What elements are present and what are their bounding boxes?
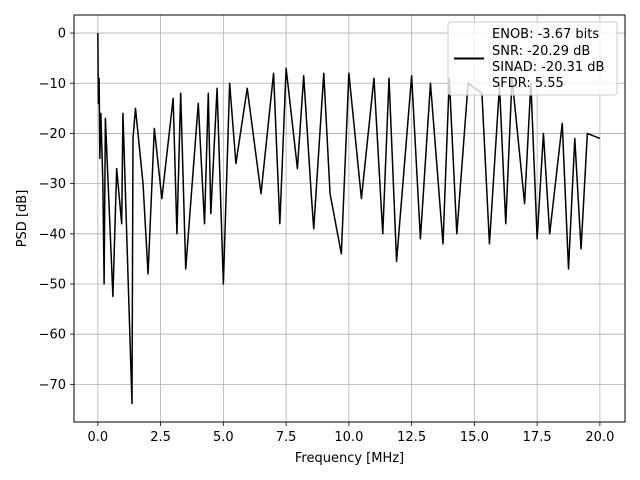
x-tick-label: 0.0 — [88, 430, 109, 445]
y-axis-label: PSD [dB] — [15, 190, 30, 248]
x-tick-label: 5.0 — [213, 430, 234, 445]
y-tick-label: −70 — [39, 378, 66, 393]
legend-text-sinad: SINAD: -20.31 dB — [492, 60, 604, 75]
x-tick-label: 17.5 — [523, 430, 552, 445]
y-tick-label: −20 — [39, 127, 66, 142]
legend: ENOB: -3.67 bits SNR: -20.29 dB SINAD: -… — [447, 21, 618, 96]
y-axis-ticks: 0 −10 −20 −30 −40 −50 −60 −70 — [39, 27, 74, 393]
x-axis-label: Frequency [MHz] — [295, 451, 404, 466]
x-tick-label: 7.5 — [276, 430, 297, 445]
series-layer — [97, 33, 601, 405]
legend-text-sfdr: SFDR: 5.55 — [492, 76, 564, 91]
psd-line — [97, 33, 601, 405]
x-tick-label: 10.0 — [334, 430, 363, 445]
x-tick-label: 20.0 — [585, 430, 614, 445]
y-tick-label: −50 — [39, 277, 66, 292]
x-tick-label: 15.0 — [460, 430, 489, 445]
x-axis-ticks: 0.0 2.5 5.0 7.5 10.0 12.5 15.0 17.5 20.0 — [88, 422, 614, 445]
x-tick-label: 12.5 — [397, 430, 426, 445]
legend-text-snr: SNR: -20.29 dB — [492, 44, 590, 59]
y-tick-label: −30 — [39, 177, 66, 192]
legend-box — [447, 21, 618, 96]
y-tick-label: −10 — [39, 77, 66, 92]
y-tick-label: −60 — [39, 328, 66, 343]
plot-frame — [73, 14, 626, 423]
legend-text-enob: ENOB: -3.67 bits — [492, 27, 599, 42]
x-tick-label: 2.5 — [150, 430, 171, 445]
y-tick-label: 0 — [58, 27, 66, 42]
y-tick-label: −40 — [39, 227, 66, 242]
